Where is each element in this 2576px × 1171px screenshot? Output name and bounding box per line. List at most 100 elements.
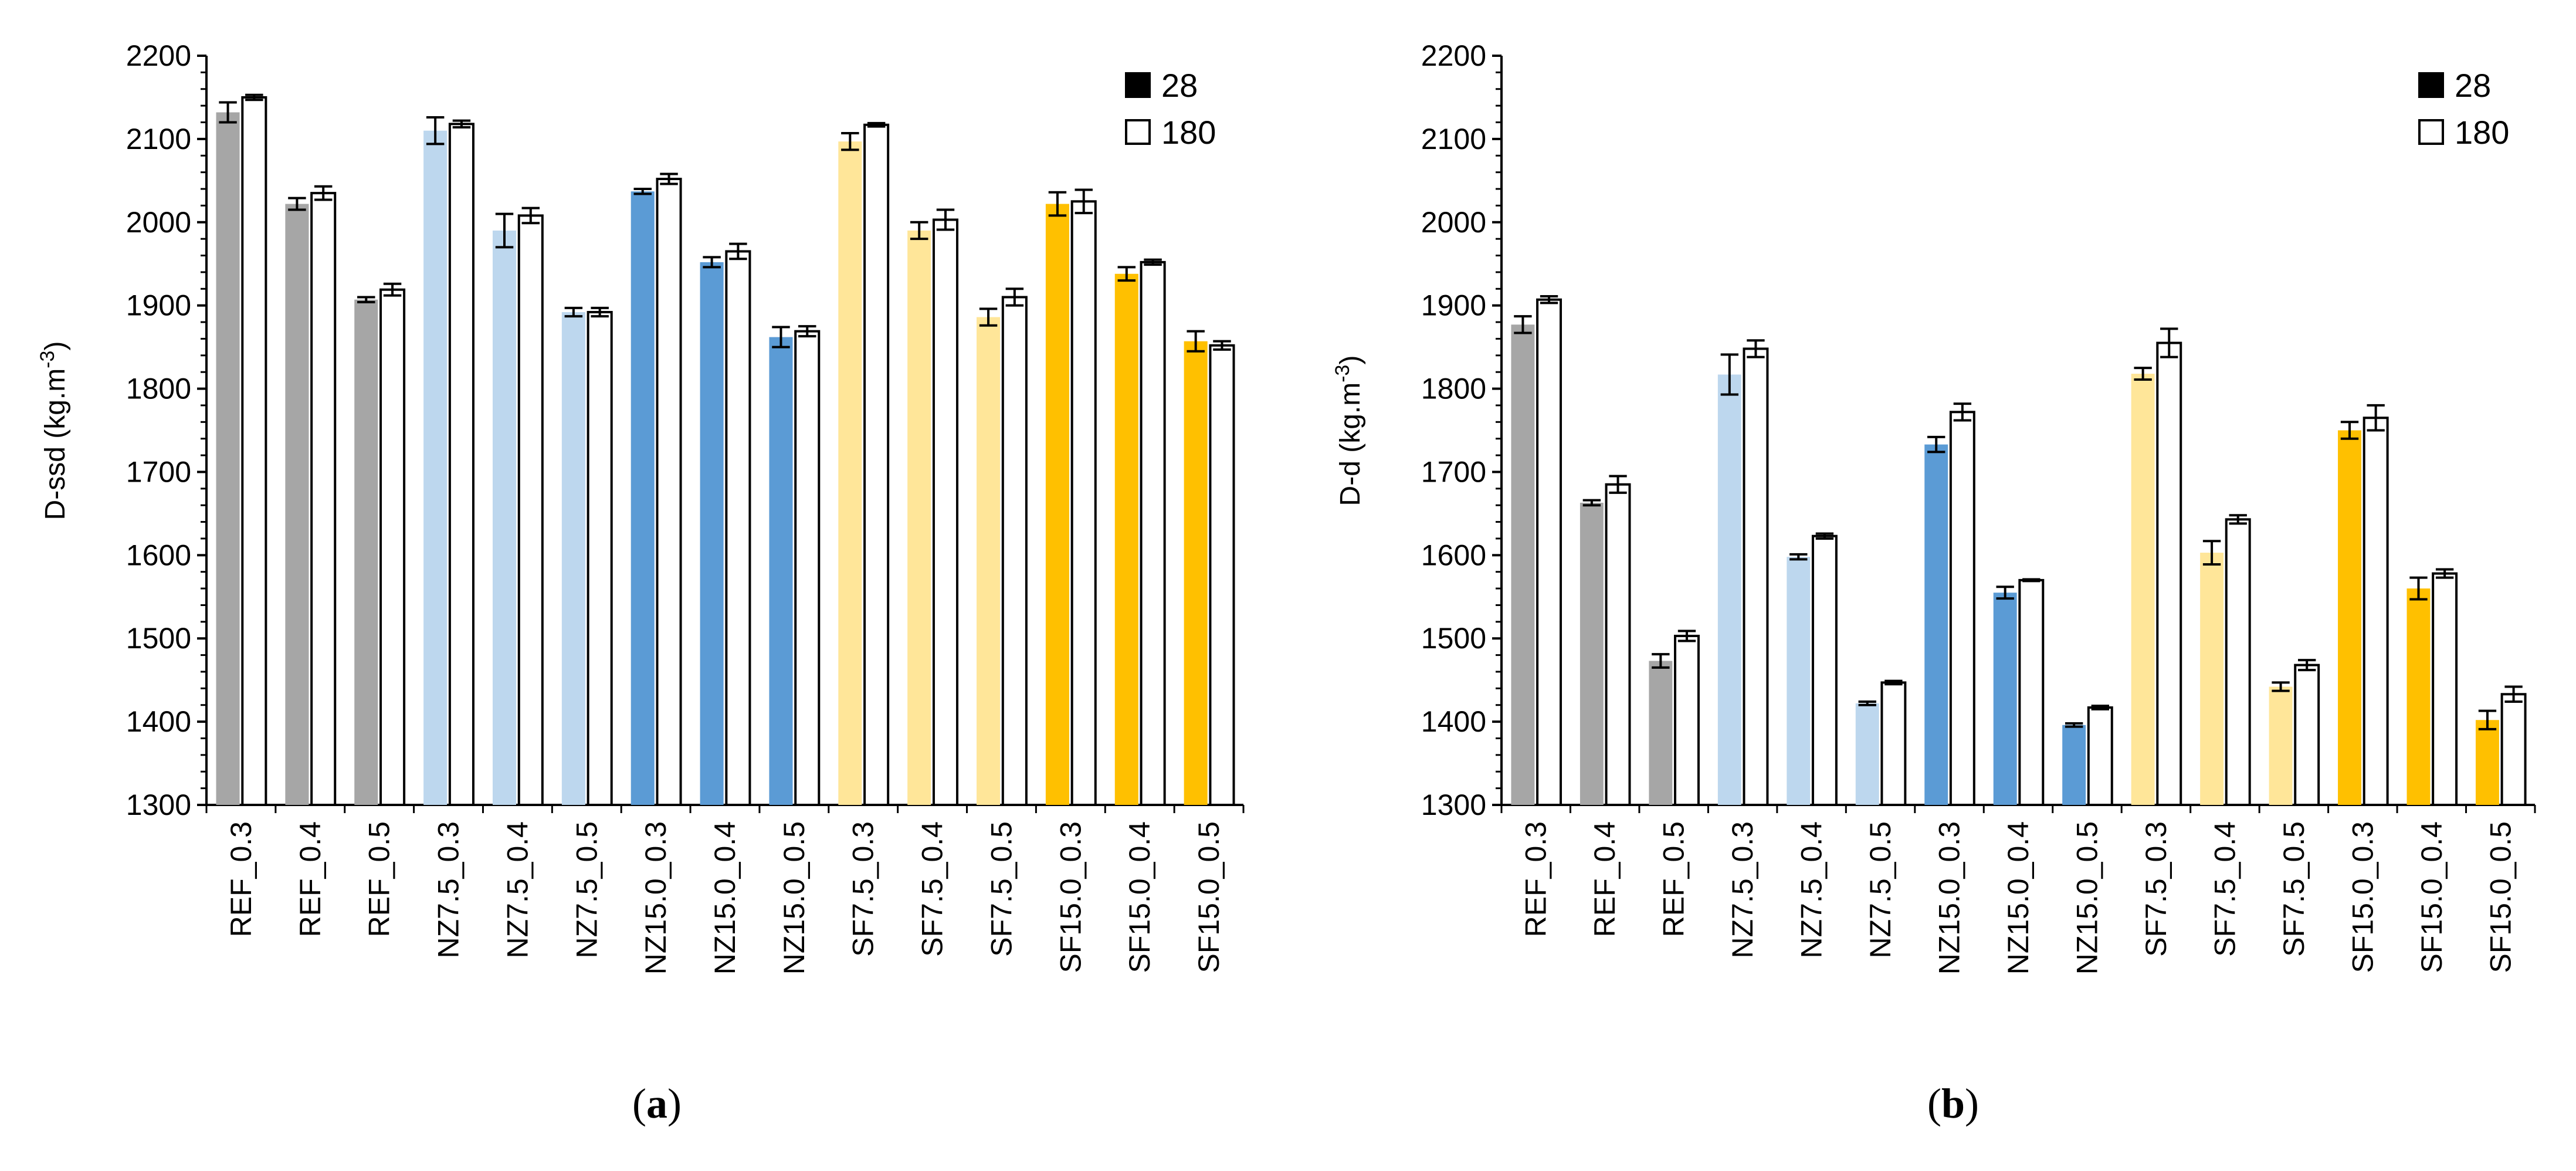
bar-28 (1580, 502, 1604, 805)
y-axis-label: D-d (kg.m-3) (1331, 356, 1366, 506)
chart-panel-a: 1300 1400 1500 1600 1700 1800 1900 2000 2100 2200… (36, 39, 1245, 1127)
bar-28 (977, 317, 1001, 805)
bar-180 (241, 96, 267, 806)
bar-28 (492, 230, 517, 805)
bar-28 (423, 130, 448, 806)
y-tick-label: 1400 (126, 705, 191, 738)
bar-180 (2087, 706, 2113, 806)
bar-180 (517, 214, 544, 806)
x-tick-label: NZ15.0_0.5 (2070, 821, 2103, 974)
legend-swatch-28 (2418, 72, 2444, 98)
bar-180 (1674, 634, 1700, 807)
y-tick-label: 1400 (1421, 705, 1486, 738)
legend-swatch-28 (1125, 72, 1151, 98)
x-tick-label: SF15.0_0.3 (1054, 821, 1087, 973)
legend-swatch-180 (1125, 119, 1151, 145)
bar-180 (1209, 344, 1235, 806)
bar-180 (1605, 483, 1631, 806)
bar-28 (1045, 204, 1069, 805)
bar-28 (285, 204, 309, 805)
chart-panel-b: 1300 1400 1500 1600 1700 1800 1900 2000 2100 2200… (1331, 39, 2536, 1127)
x-tick-label: NZ15.0_0.3 (1933, 821, 1966, 974)
x-tick-label: SF15.0_0.5 (2484, 821, 2517, 973)
x-tick-label: NZ15.0_0.3 (639, 821, 672, 974)
y-tick-label: 2000 (1421, 206, 1486, 239)
bar-180 (587, 311, 613, 806)
bar-28 (907, 230, 931, 805)
x-tick-label: REF_0.5 (363, 821, 396, 937)
y-tick-label: 2000 (126, 206, 191, 239)
x-tick-label: NZ7.5_0.4 (1795, 821, 1828, 958)
y-tick-label: 1500 (126, 622, 191, 655)
bar-28 (1511, 324, 1535, 805)
bar-28 (1993, 593, 2017, 805)
y-tick-label: 1600 (1421, 539, 1486, 571)
bar-180 (1811, 534, 1838, 807)
bar-28 (1649, 661, 1673, 805)
y-tick-label: 1700 (1421, 455, 1486, 488)
bar-28 (700, 262, 724, 806)
y-tick-label: 1900 (1421, 289, 1486, 322)
y-tick-label: 1800 (1421, 373, 1486, 405)
y-tick-label: 2100 (1421, 123, 1486, 155)
x-tick-label: SF15.0_0.4 (1123, 821, 1156, 973)
x-tick-label: NZ15.0_0.4 (2002, 821, 2035, 974)
bar-180 (379, 288, 406, 806)
bar-28 (1717, 374, 1741, 805)
bar-180 (2156, 341, 2182, 806)
bar-28 (631, 191, 655, 805)
y-tick-label: 2200 (126, 39, 191, 72)
x-tick-label: REF_0.5 (1658, 821, 1690, 937)
y-axis-label: D-ssd (kg.m-3) (36, 341, 71, 520)
bar-28 (2131, 374, 2155, 805)
legend-label: 28 (2455, 67, 2491, 104)
bar-180 (863, 123, 890, 806)
bar-28 (216, 112, 240, 805)
bar-180 (1140, 260, 1166, 806)
x-tick-label: NZ7.5_0.4 (501, 821, 534, 958)
x-tick-label: NZ15.0_0.5 (778, 821, 811, 974)
y-tick-label: 2200 (1421, 39, 1486, 72)
bar-28 (2475, 720, 2499, 805)
bar-180 (2018, 578, 2045, 807)
legend-swatch-180 (2418, 119, 2444, 145)
y-tick-label: 1300 (126, 788, 191, 821)
bar-28 (2200, 553, 2224, 805)
bar-28 (2062, 725, 2086, 805)
x-tick-label: SF15.0_0.4 (2415, 821, 2448, 973)
bar-28 (1184, 341, 1208, 805)
x-tick-label: NZ7.5_0.3 (432, 821, 465, 958)
bar-28 (1855, 703, 1879, 805)
bar-28 (2269, 686, 2293, 805)
y-tick-label: 1500 (1421, 622, 1486, 655)
bar-28 (838, 141, 862, 806)
bar-180 (2294, 664, 2320, 807)
x-tick-label: REF_0.4 (294, 821, 327, 937)
x-tick-label: REF_0.4 (1588, 821, 1621, 937)
y-tick-label: 1700 (126, 455, 191, 488)
bar-28 (1114, 273, 1138, 805)
x-tick-label: NZ7.5_0.5 (1864, 821, 1897, 958)
panel-caption: (b) (1927, 1080, 1979, 1127)
y-tick-label: 1800 (126, 373, 191, 405)
bar-180 (310, 192, 337, 806)
bar-180 (656, 177, 682, 806)
y-tick-label: 1900 (126, 289, 191, 322)
bar-180 (1536, 298, 1562, 806)
bar-28 (561, 312, 585, 805)
bar-28 (2406, 588, 2431, 805)
bar-180 (1070, 200, 1097, 806)
x-tick-label: SF7.5_0.4 (916, 821, 949, 957)
bar-180 (2432, 572, 2458, 806)
x-tick-label: REF_0.3 (225, 821, 257, 937)
bar-28 (354, 299, 378, 805)
bar-28 (2338, 430, 2361, 805)
x-tick-label: SF15.0_0.3 (2346, 821, 2379, 973)
x-tick-label: SF15.0_0.5 (1192, 821, 1225, 973)
bar-180 (2363, 417, 2389, 806)
x-tick-label: SF7.5_0.5 (2277, 821, 2310, 957)
bar-28 (1924, 444, 1948, 805)
